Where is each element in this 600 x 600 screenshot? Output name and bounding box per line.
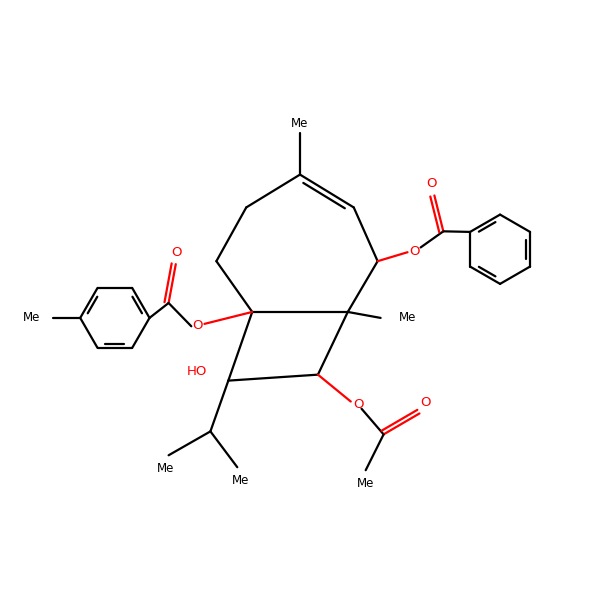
Text: O: O [353,398,364,411]
Text: O: O [420,396,431,409]
Text: O: O [409,245,420,257]
Text: Me: Me [157,462,175,475]
Text: Me: Me [232,474,249,487]
Text: O: O [426,177,437,190]
Text: Me: Me [398,311,416,325]
Text: Me: Me [292,118,308,130]
Text: O: O [172,246,182,259]
Text: O: O [192,319,203,332]
Text: HO: HO [187,365,208,378]
Text: Me: Me [357,477,374,490]
Text: Me: Me [23,311,40,325]
